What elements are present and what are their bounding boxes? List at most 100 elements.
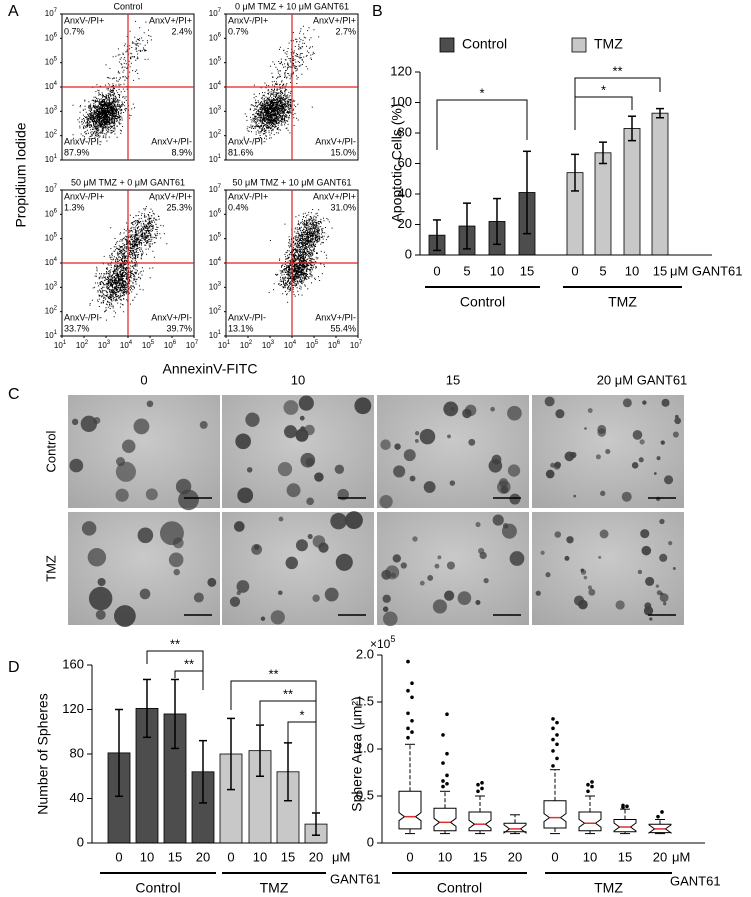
group-label: Control xyxy=(135,880,180,896)
tick-base: 10 xyxy=(45,331,54,340)
sphere xyxy=(382,606,389,612)
panel-label: B xyxy=(372,3,383,20)
y-tick-label: 1.0 xyxy=(356,740,374,755)
y-axis-label: Sphere Area (μm²) xyxy=(349,696,365,811)
box xyxy=(398,790,422,830)
tick-exponent: 5 xyxy=(315,340,319,346)
x-tick-label: 102 xyxy=(240,340,253,351)
sphere xyxy=(145,488,158,501)
sphere xyxy=(584,427,587,430)
tick-base: 10 xyxy=(164,341,173,350)
x-unit: μM xyxy=(332,849,350,864)
sphere xyxy=(632,430,643,440)
y-tick-label: 107 xyxy=(45,184,58,195)
y-tick-label: 100 xyxy=(390,94,412,109)
box xyxy=(433,807,457,832)
box xyxy=(543,800,567,829)
sphere xyxy=(475,599,481,606)
sphere xyxy=(71,418,79,426)
tick-exponent: 6 xyxy=(173,340,177,346)
sphere xyxy=(653,472,657,475)
y-tick-label: 106 xyxy=(209,208,222,219)
sphere xyxy=(570,451,577,459)
tick-exponent: 7 xyxy=(218,8,222,14)
micrograph xyxy=(532,512,684,625)
y-tick-label: 102 xyxy=(209,305,222,316)
tick-base: 10 xyxy=(209,155,218,164)
outlier xyxy=(441,779,445,783)
panel-label: A xyxy=(8,3,19,20)
tick-exponent: 4 xyxy=(218,257,222,263)
outlier xyxy=(406,688,410,693)
sphere xyxy=(553,462,561,470)
sphere xyxy=(81,521,97,536)
sphere xyxy=(427,574,434,581)
sphere xyxy=(450,407,455,411)
x-unit: μM xyxy=(672,849,690,864)
sphere xyxy=(659,553,668,562)
outlier xyxy=(590,780,594,784)
sphere xyxy=(599,529,609,539)
tick-exponent: 2 xyxy=(218,129,222,135)
event-dots xyxy=(72,20,152,146)
sphere xyxy=(672,567,676,570)
sphere xyxy=(545,469,555,479)
outlier xyxy=(586,782,590,787)
y-tick-label: 1.5 xyxy=(356,693,374,708)
y-tick-label: 80 xyxy=(70,745,84,760)
tick-base: 10 xyxy=(45,131,54,140)
sphere xyxy=(447,434,451,439)
significance-bracket xyxy=(436,99,528,150)
sphere xyxy=(314,472,324,482)
y-tick-label: 105 xyxy=(45,56,58,67)
significance-label: * xyxy=(601,82,606,97)
tick-exponent: 6 xyxy=(54,32,58,38)
tick-base: 10 xyxy=(209,282,218,291)
x-tick-label: 15 xyxy=(168,849,182,864)
quadrant-percent: 31.0% xyxy=(330,202,356,212)
y-axis-label: Apoptotic Cells (%) xyxy=(389,103,405,222)
outlier xyxy=(406,735,410,740)
tick-exponent: 1 xyxy=(54,330,58,336)
quadrant-name: AnxV+/PI- xyxy=(315,136,356,146)
bar xyxy=(623,128,641,256)
sphere xyxy=(661,398,670,407)
sphere xyxy=(573,595,585,606)
column-label: 15 xyxy=(446,372,460,387)
x-tick-label: 15 xyxy=(473,849,487,864)
sphere xyxy=(306,497,314,506)
sphere xyxy=(637,569,643,575)
tick-exponent: 1 xyxy=(54,154,58,160)
sphere xyxy=(115,461,136,482)
x-tick-label: 0 xyxy=(433,263,440,278)
quadrant-percent: 8.9% xyxy=(171,147,192,157)
tick-exponent: 5 xyxy=(54,232,58,238)
tick-exponent: 3 xyxy=(218,105,222,111)
sphere xyxy=(307,534,313,540)
sphere xyxy=(278,590,283,596)
sphere xyxy=(229,596,241,607)
outlier xyxy=(480,786,484,791)
significance-label: ** xyxy=(612,63,622,78)
quadrant-name: AnxV+/PI- xyxy=(151,312,192,322)
outlier xyxy=(551,717,555,721)
tick-exponent: 6 xyxy=(54,208,58,214)
outlier xyxy=(555,720,559,725)
quadrant-name: AnxV-/PI- xyxy=(228,136,266,146)
sphere xyxy=(488,458,503,473)
sphere xyxy=(335,553,353,571)
y-tick-label: 105 xyxy=(45,232,58,243)
y-tick-label: 40 xyxy=(398,185,412,200)
tick-base: 10 xyxy=(45,282,54,291)
x-tick-label: 10 xyxy=(438,849,452,864)
y-tick-label: 107 xyxy=(209,184,222,195)
y-tick-label: 107 xyxy=(45,8,58,19)
sphere xyxy=(479,551,487,560)
quadrant-name: AnxV+/PI+ xyxy=(313,191,356,201)
tick-base: 10 xyxy=(306,341,315,350)
sphere xyxy=(545,572,551,578)
sphere xyxy=(656,456,661,461)
sphere xyxy=(283,400,299,415)
outlier xyxy=(406,711,410,716)
